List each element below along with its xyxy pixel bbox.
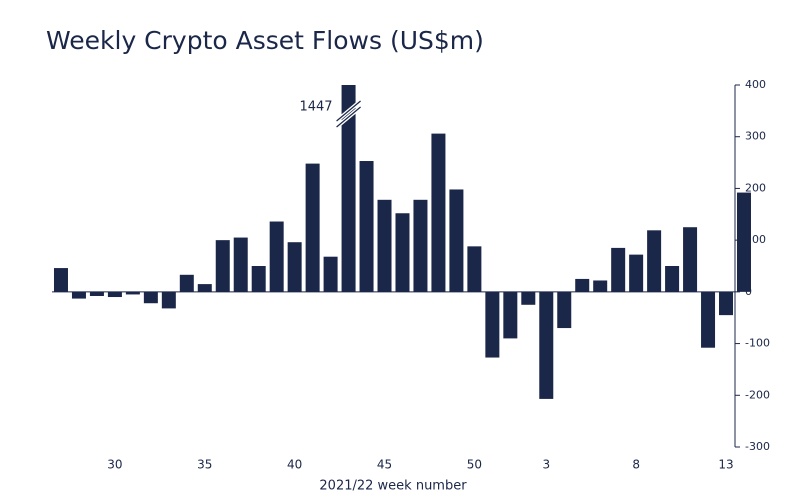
y-tick-label: -300: [745, 440, 770, 453]
bar: [305, 163, 320, 292]
bar: [611, 247, 626, 292]
bar: [359, 161, 374, 292]
bar: [125, 291, 140, 295]
y-tick-label: -200: [745, 388, 770, 401]
x-tick-label: 30: [107, 458, 122, 472]
bar: [179, 274, 194, 292]
y-tick-label: 300: [745, 130, 766, 143]
x-tick-label: 3: [542, 458, 550, 472]
bar: [377, 199, 392, 292]
bar: [89, 291, 104, 296]
bar: [71, 291, 86, 299]
bar: [341, 85, 356, 292]
bar: [665, 266, 680, 292]
x-tick-label: 35: [197, 458, 212, 472]
bar: [269, 221, 284, 292]
bar: [107, 291, 122, 298]
x-tick-label: 45: [377, 458, 392, 472]
y-tick-label: 200: [745, 181, 766, 194]
bar: [161, 291, 176, 309]
bar: [719, 291, 734, 316]
bar: [323, 256, 338, 292]
bar: [647, 230, 662, 292]
bar: [485, 291, 500, 358]
axis-break-line: [336, 100, 361, 128]
bar: [539, 291, 554, 399]
x-tick-label: 40: [287, 458, 302, 472]
bar: [521, 291, 536, 305]
bar: [233, 237, 248, 292]
bar: [593, 280, 608, 292]
bar: [575, 278, 590, 292]
value-label: 1447: [299, 100, 332, 115]
y-tick-label: -100: [745, 337, 770, 350]
bar: [287, 242, 302, 292]
bar: [736, 192, 751, 292]
chart-title: Weekly Crypto Asset Flows (US$m): [46, 26, 484, 55]
bar: [53, 268, 68, 292]
bar: [395, 213, 410, 292]
x-tick-label: 50: [467, 458, 482, 472]
bar: [467, 246, 482, 292]
bar: [629, 254, 644, 292]
bar: [503, 291, 518, 339]
bar: [215, 240, 230, 292]
bar: [431, 133, 446, 292]
x-tick-label: 13: [718, 458, 733, 472]
bar: [557, 291, 572, 329]
x-tick-label: 8: [632, 458, 640, 472]
bar: [701, 291, 716, 348]
bar: [143, 291, 158, 304]
y-tick-label: 400: [745, 78, 766, 91]
x-axis-label: 2021/22 week number: [319, 479, 467, 493]
bar: [683, 227, 698, 292]
bar: [197, 284, 212, 292]
bar: [413, 199, 428, 292]
bar: [251, 266, 266, 292]
bar: [449, 189, 464, 292]
